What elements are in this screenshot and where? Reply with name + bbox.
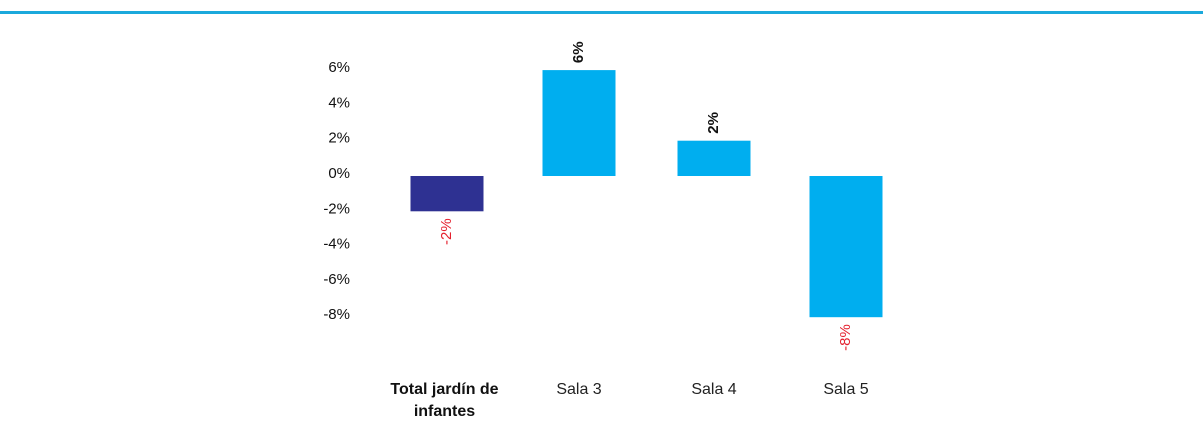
x-tick-label: Sala 3: [556, 381, 602, 398]
bar: [677, 140, 751, 176]
x-tick-label: Sala 5: [823, 381, 869, 398]
value-label: -8%: [837, 324, 854, 351]
x-tick-label: Sala 4: [691, 381, 737, 398]
value-label: 6%: [570, 41, 587, 63]
bar: [542, 70, 616, 176]
y-tick-label: -8%: [323, 306, 350, 323]
y-tick-label: -4%: [323, 236, 350, 253]
bar: [410, 176, 484, 212]
value-label: 2%: [705, 112, 722, 134]
value-label: -2%: [438, 218, 455, 245]
y-tick-label: 2%: [328, 130, 350, 147]
y-tick-label: 0%: [328, 165, 350, 182]
y-tick-label: -6%: [323, 271, 350, 288]
bar: [809, 176, 883, 318]
y-tick-label: -2%: [323, 200, 350, 217]
y-tick-label: 4%: [328, 94, 350, 111]
x-tick-label: Total jardín de infantes: [390, 381, 499, 420]
y-tick-label: 6%: [328, 59, 350, 76]
top-rule: [0, 11, 1203, 14]
